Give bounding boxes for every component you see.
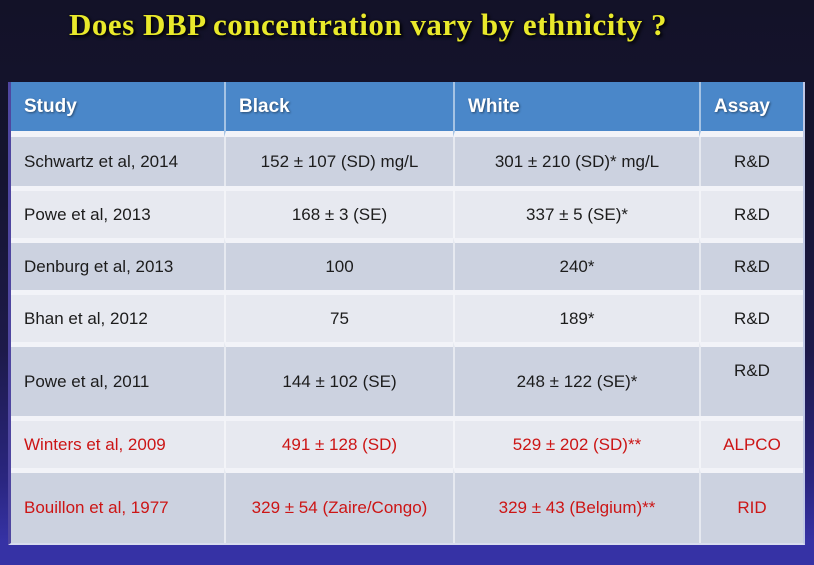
black-value-cell: 100: [224, 238, 453, 290]
study-cell: Powe et al, 2011: [11, 342, 224, 416]
white-value-cell: 248 ± 122 (SE)*: [453, 342, 699, 416]
column-header-white: White: [453, 82, 699, 137]
study-cell: Powe et al, 2013: [11, 186, 224, 238]
study-cell: Winters et al, 2009: [11, 416, 224, 468]
white-value-cell: 301 ± 210 (SD)* mg/L: [453, 137, 699, 186]
black-value-cell: 144 ± 102 (SE): [224, 342, 453, 416]
study-cell: Denburg et al, 2013: [11, 238, 224, 290]
assay-cell: R&D: [699, 342, 803, 416]
white-value-cell: 337 ± 5 (SE)*: [453, 186, 699, 238]
table-row-denburg-2013: Denburg et al, 2013 100 240* R&D: [11, 238, 803, 290]
assay-cell: R&D: [699, 238, 803, 290]
column-header-study: Study: [11, 82, 224, 137]
table-row-bhan-2012: Bhan et al, 2012 75 189* R&D: [11, 290, 803, 342]
study-cell: Bhan et al, 2012: [11, 290, 224, 342]
table-row-winters-2009: Winters et al, 2009 491 ± 128 (SD) 529 ±…: [11, 416, 803, 468]
table-row-bouillon-1977: Bouillon et al, 1977 329 ± 54 (Zaire/Con…: [11, 468, 803, 543]
column-header-assay: Assay: [699, 82, 803, 137]
column-header-black: Black: [224, 82, 453, 137]
ethnicity-dbp-table: Study Black White Assay Schwartz et al, …: [8, 82, 805, 545]
table-header-row: Study Black White Assay: [11, 82, 803, 137]
black-value-cell: 168 ± 3 (SE): [224, 186, 453, 238]
table-row-powe-2013: Powe et al, 2013 168 ± 3 (SE) 337 ± 5 (S…: [11, 186, 803, 238]
black-value-cell: 75: [224, 290, 453, 342]
study-cell: Bouillon et al, 1977: [11, 468, 224, 543]
black-value-cell: 491 ± 128 (SD): [224, 416, 453, 468]
white-value-cell: 240*: [453, 238, 699, 290]
black-value-cell: 329 ± 54 (Zaire/Congo): [224, 468, 453, 543]
data-table: Study Black White Assay Schwartz et al, …: [11, 82, 803, 543]
assay-cell: RID: [699, 468, 803, 543]
white-value-cell: 189*: [453, 290, 699, 342]
white-value-cell: 329 ± 43 (Belgium)**: [453, 468, 699, 543]
assay-cell: R&D: [699, 137, 803, 186]
table-row-powe-2011: Powe et al, 2011 144 ± 102 (SE) 248 ± 12…: [11, 342, 803, 416]
assay-cell: R&D: [699, 186, 803, 238]
black-value-cell: 152 ± 107 (SD) mg/L: [224, 137, 453, 186]
assay-cell: R&D: [699, 290, 803, 342]
slide-title: Does DBP concentration vary by ethnicity…: [69, 7, 667, 42]
table-row-schwartz-2014: Schwartz et al, 2014 152 ± 107 (SD) mg/L…: [11, 137, 803, 186]
white-value-cell: 529 ± 202 (SD)**: [453, 416, 699, 468]
assay-cell: ALPCO: [699, 416, 803, 468]
study-cell: Schwartz et al, 2014: [11, 137, 224, 186]
